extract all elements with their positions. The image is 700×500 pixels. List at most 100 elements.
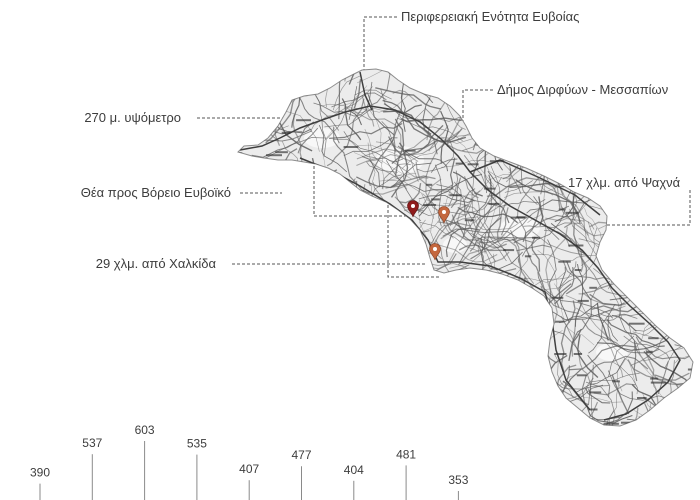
map-pin-dot [433,247,437,251]
road [562,260,611,280]
road [464,176,479,199]
place-labels [266,119,693,425]
road [427,241,498,263]
elevation-label: 407 [239,462,259,476]
road [433,264,470,336]
map-pin-icon[interactable] [429,243,441,261]
map-pin-body [438,206,450,224]
road [664,346,682,369]
road [353,152,412,180]
road [581,355,649,404]
place-label-mark [589,408,598,411]
road [511,238,560,308]
place-label-mark [296,119,311,122]
road [326,98,365,167]
road [513,206,541,244]
road [356,176,403,189]
road [635,336,693,360]
place-label-mark [489,160,505,163]
road [484,321,556,342]
place-label-mark [431,198,440,201]
road [332,180,358,239]
road [397,145,449,172]
road [456,140,497,229]
road [546,401,599,426]
highway-west-coast [299,157,591,411]
place-label-mark [464,219,475,222]
road [509,167,522,194]
place-label-mark [488,202,500,205]
road [367,154,415,165]
road [394,118,405,176]
road [487,170,523,188]
road [607,217,629,290]
road [674,337,693,364]
road [408,140,439,156]
road [470,179,492,223]
road [348,69,378,85]
road [618,297,638,351]
road [419,222,479,252]
road [391,162,432,188]
leader-line-view-bracket [387,200,440,278]
road [430,205,436,244]
road [480,314,554,349]
road [631,407,642,426]
road [437,221,472,227]
label-distance-chalkida: 29 χλμ. από Χαλκίδα [95,256,216,271]
place-label-mark [603,422,619,425]
elevation-label: 481 [396,447,416,461]
map-pin-dot [442,210,446,214]
place-label-mark [565,211,579,214]
road [581,227,598,266]
road [585,381,616,426]
road [587,354,611,398]
road [566,261,592,344]
road [251,137,326,163]
road [442,228,533,243]
place-label-mark [524,255,532,258]
road [431,220,475,270]
place-label-mark [628,322,645,325]
elevation-label: 537 [82,436,102,450]
map-pin-icon[interactable] [407,200,419,218]
road [333,126,370,194]
road [459,215,518,265]
road [508,102,540,174]
road [379,172,417,182]
road [568,328,582,362]
road [322,181,357,225]
place-label-mark [589,286,597,289]
road [521,182,572,257]
road [315,95,327,157]
road [449,181,462,227]
road [473,165,512,224]
road [578,394,623,403]
road [385,160,429,207]
place-label-mark [576,374,587,377]
road [537,250,562,298]
road [493,253,566,283]
road [371,69,391,106]
road [329,122,403,140]
road [590,281,611,300]
road [458,202,498,266]
map-pin-icon[interactable] [438,206,450,224]
road [417,178,442,214]
place-label-mark [467,163,479,166]
place-label-mark [648,337,659,340]
road [607,315,660,354]
road [585,387,611,404]
road [478,207,542,244]
label-view: Θέα προς Βόρειο Ευβοϊκό [80,185,231,200]
road [475,144,536,152]
place-label-mark [558,260,571,263]
road [463,155,493,245]
road [473,191,481,237]
elevation-label: 404 [344,463,364,477]
elevation-profile: 390 537 603 535 407 477 404 481 353 [30,423,469,500]
road [318,124,348,173]
road [319,93,410,113]
road [364,128,377,160]
